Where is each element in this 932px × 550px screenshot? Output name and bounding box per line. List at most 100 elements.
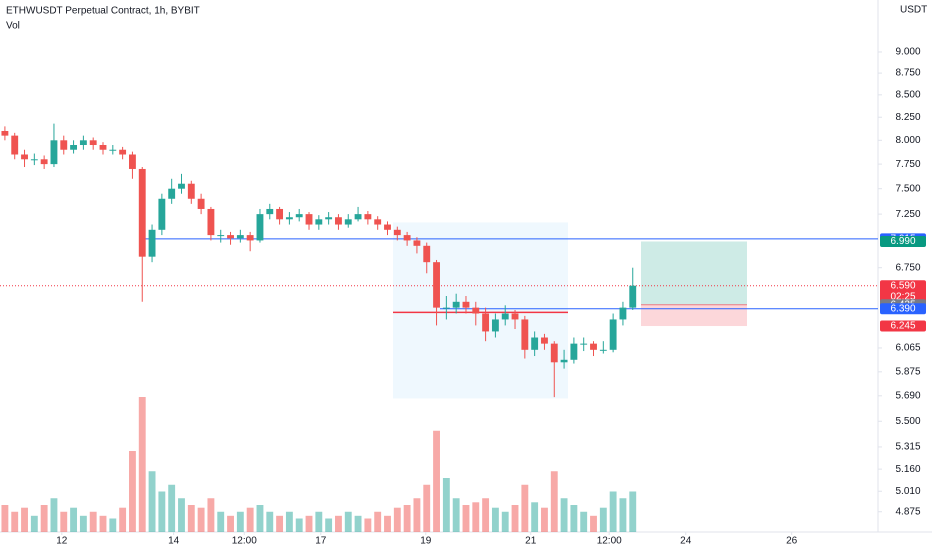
price-label: 6.590 (890, 280, 915, 291)
candle-body (501, 313, 509, 320)
candle-body (21, 154, 28, 160)
y-tick-label: 5.500 (895, 416, 920, 427)
candle-body (423, 245, 431, 263)
volume-bar (491, 507, 499, 532)
y-tick-label: 5.315 (895, 442, 920, 453)
candle-body (590, 343, 597, 350)
volume-bar (197, 507, 205, 532)
candle-body (541, 337, 548, 344)
candle-body (462, 301, 470, 308)
volume-bar (60, 511, 68, 532)
candle-body (40, 159, 48, 165)
target-zone (641, 241, 747, 305)
volume-bar (30, 515, 38, 532)
volume-bar (472, 502, 480, 532)
stop-zone (641, 304, 747, 327)
x-tick-label: 12:00 (232, 536, 257, 547)
volume-bar (79, 515, 87, 532)
x-tick-label: 14 (168, 536, 180, 547)
volume-bar (21, 507, 28, 532)
candle-body (30, 159, 38, 161)
volume-bar (276, 515, 284, 532)
volume-bar (550, 471, 558, 532)
candle-body (374, 219, 382, 225)
candle-body (89, 140, 97, 146)
volume-bar (187, 505, 195, 532)
candle-body (521, 319, 529, 350)
volume-bar (305, 515, 313, 532)
volume-bar (217, 511, 225, 532)
y-tick-label: 5.690 (895, 390, 920, 401)
candle-body (168, 188, 176, 199)
volume-bar (629, 491, 637, 532)
volume-bar (50, 498, 58, 532)
price-label-box (880, 303, 926, 315)
volume-bar (89, 511, 97, 532)
volume-bar (99, 515, 107, 532)
price-label-box (880, 280, 926, 303)
candle-body (236, 235, 244, 239)
volume-bar (40, 505, 48, 532)
range-box (393, 222, 568, 399)
volume-bar (442, 478, 450, 532)
candle-body (276, 208, 284, 220)
candle-body (11, 135, 19, 155)
volume-bar (129, 451, 136, 532)
candle-body (119, 149, 127, 155)
candle-body (60, 140, 68, 150)
y-tick-label: 8.000 (895, 135, 920, 146)
price-label: 6.390 (890, 303, 915, 314)
volume-title: Vol (6, 21, 20, 32)
candle-body (246, 235, 254, 241)
volume-bar (423, 484, 431, 532)
volume-bar (178, 498, 185, 532)
candle-body (129, 154, 136, 169)
y-tick-label: 9.000 (895, 47, 920, 58)
volume-bar (590, 515, 597, 532)
volume-bar (207, 498, 215, 532)
candle-body (1, 130, 9, 136)
x-tick-label: 12:00 (597, 536, 622, 547)
volume-bar (393, 507, 401, 532)
volume-bar (354, 515, 362, 532)
volume-bar (236, 511, 244, 532)
y-tick-label: 8.500 (895, 89, 920, 100)
x-tick-label: 19 (420, 536, 432, 547)
volume-bar (541, 507, 548, 532)
candle-body (109, 149, 117, 151)
candle-body (158, 198, 166, 230)
volume-bar (246, 507, 254, 532)
x-tick-label: 26 (786, 536, 798, 547)
x-tick-label: 12 (56, 536, 68, 547)
candle-body (138, 168, 146, 257)
candle-body (295, 214, 303, 218)
volume-bar (462, 505, 470, 532)
volume-bar (148, 471, 156, 532)
volume-bar (531, 502, 539, 532)
candle-body (315, 219, 323, 225)
candle-body (491, 319, 499, 332)
volume-bar (295, 518, 303, 532)
volume-bar (256, 505, 264, 532)
volume-bar (1, 505, 9, 532)
y-tick-label: 6.750 (895, 262, 920, 273)
candle-body (580, 343, 588, 345)
candle-body (266, 208, 274, 215)
candle-body (217, 235, 225, 237)
y-tick-label: 7.500 (895, 183, 920, 194)
candle-body (413, 240, 421, 246)
volume-bar (138, 397, 146, 532)
x-tick-label: 24 (680, 536, 692, 547)
candle-body (384, 224, 391, 230)
candle-body (619, 307, 627, 320)
volume-bar (325, 518, 333, 532)
volume-bar (433, 430, 440, 532)
volume-bar (266, 511, 274, 532)
y-tick-label: 7.750 (895, 159, 920, 170)
currency: USDT (900, 5, 927, 16)
candle-body (599, 349, 607, 351)
chart-title: ETHWUSDT Perpetual Contract, 1h, BYBIT (6, 6, 200, 17)
candle-body (227, 235, 234, 239)
